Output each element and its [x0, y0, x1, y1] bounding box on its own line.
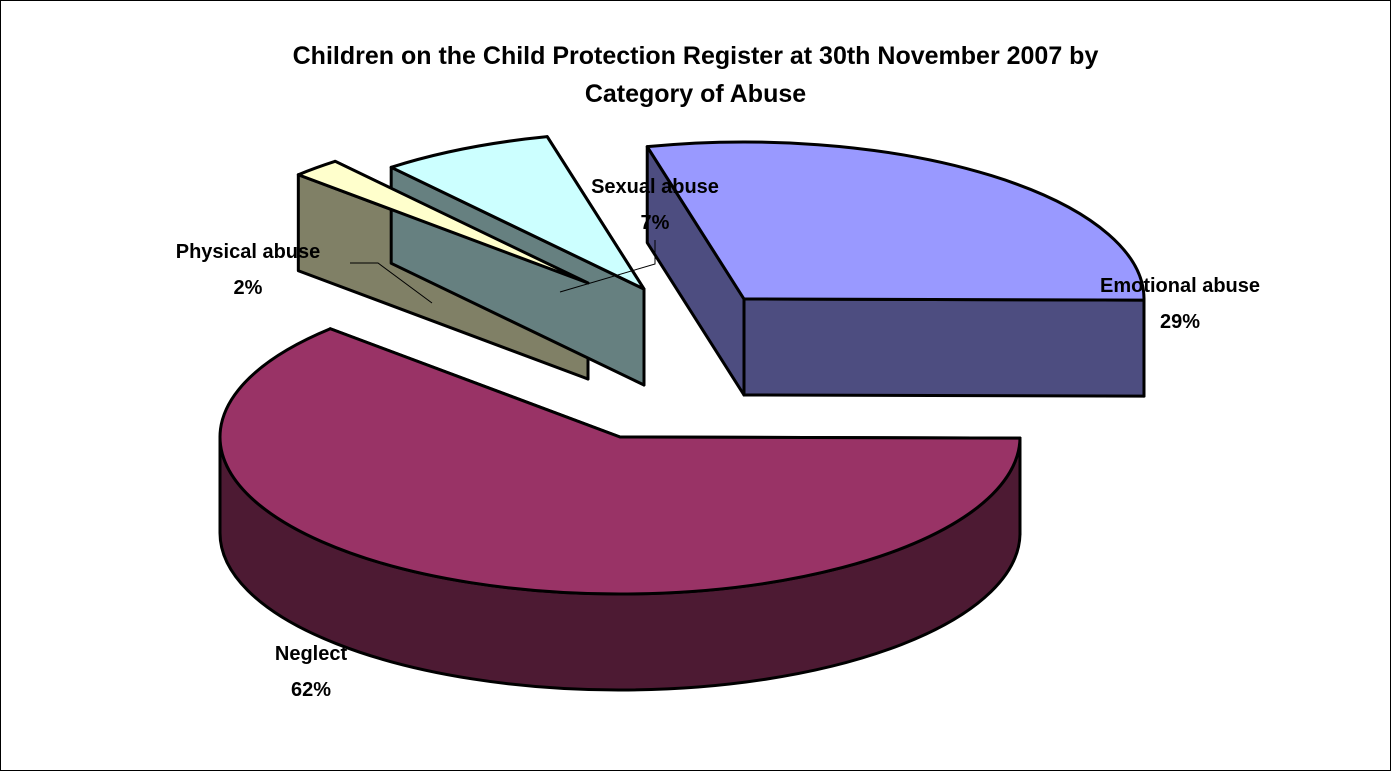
slice-label-physical-abuse: Physical abuse — [176, 241, 321, 263]
pie-slice-sexual-abuse — [389, 135, 646, 291]
chart-title-line-1: Children on the Child Protection Registe… — [292, 42, 1099, 70]
slice-label-neglect: Neglect — [275, 643, 348, 665]
leader-line-physical-abuse — [350, 262, 433, 304]
pie-tops — [218, 135, 1146, 596]
pie-slice-neglect — [218, 327, 1022, 596]
leader-line-sexual-abuse — [559, 240, 656, 293]
chart-title-line-2: Category of Abuse — [584, 80, 807, 108]
pie-leaders — [350, 240, 656, 304]
slice-value-emotional-abuse: 29% — [1160, 311, 1200, 333]
slice-label-sexual-abuse: Sexual abuse — [591, 176, 719, 198]
slice-value-physical-abuse: 2% — [234, 277, 263, 299]
pie-slice-emotional-abuse — [645, 140, 1146, 302]
slice-value-neglect: 62% — [291, 679, 331, 701]
pie-labels: Emotional abuse 29% Neglect 62% Physical abu… — [176, 176, 1260, 701]
pie-slice-physical-abuse — [296, 159, 590, 285]
pie-wall-emotional-abuse-0 — [742, 297, 1146, 398]
slice-label-emotional-abuse: Emotional abuse — [1100, 275, 1260, 297]
slice-value-sexual-abuse: 7% — [641, 212, 670, 234]
chart-title: Children on the Child Protection Registe… — [0, 37, 1391, 113]
